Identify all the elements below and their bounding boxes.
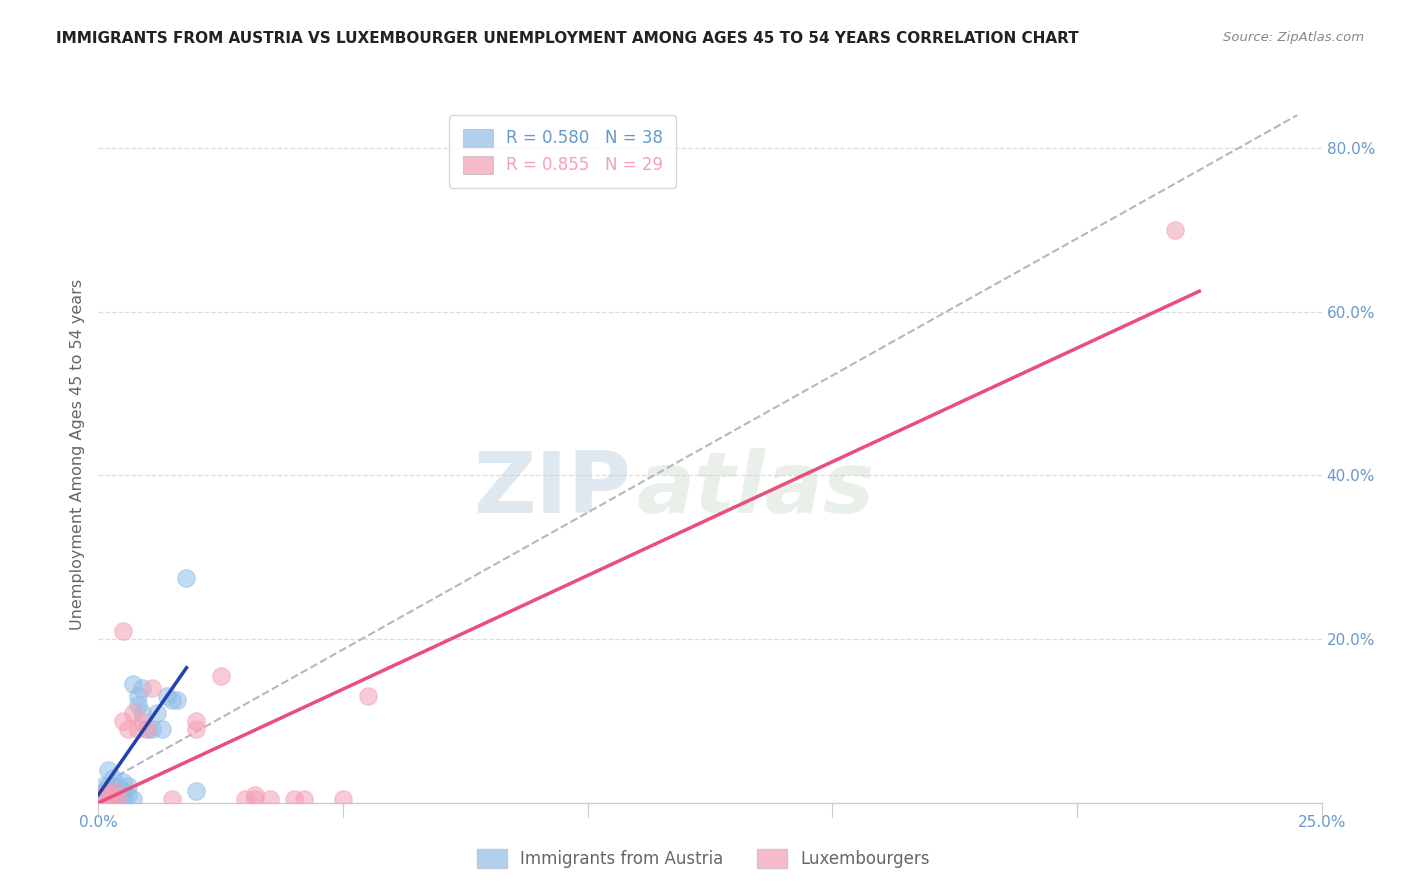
Point	[101, 788, 124, 802]
Point	[121, 677, 143, 691]
Point	[91, 791, 114, 805]
Point	[146, 706, 169, 720]
Point	[91, 788, 114, 802]
Point	[111, 624, 134, 638]
Point	[186, 714, 208, 728]
Point	[117, 722, 139, 736]
Point	[101, 783, 124, 797]
Legend: R = 0.580   N = 38, R = 0.855   N = 29: R = 0.580 N = 38, R = 0.855 N = 29	[450, 115, 676, 187]
Point	[121, 791, 143, 805]
Point	[186, 722, 208, 736]
Point	[91, 791, 114, 805]
Point	[186, 783, 208, 797]
Point	[259, 791, 281, 805]
Point	[292, 791, 315, 805]
Point	[97, 791, 120, 805]
Point	[101, 788, 124, 802]
Point	[101, 780, 124, 794]
Point	[283, 791, 305, 805]
Point	[117, 788, 139, 802]
Point	[121, 706, 143, 720]
Point	[101, 791, 124, 805]
Point	[176, 571, 198, 585]
Point	[127, 722, 149, 736]
Point	[101, 783, 124, 797]
Point	[97, 788, 120, 802]
Y-axis label: Unemployment Among Ages 45 to 54 years: Unemployment Among Ages 45 to 54 years	[69, 279, 84, 631]
Point	[209, 669, 232, 683]
Point	[1164, 223, 1187, 237]
Point	[141, 722, 163, 736]
Point	[97, 788, 120, 802]
Point	[356, 690, 378, 704]
Point	[111, 788, 134, 802]
Point	[156, 690, 179, 704]
Point	[131, 714, 153, 728]
Point	[97, 780, 120, 794]
Point	[233, 791, 256, 805]
Point	[91, 788, 114, 802]
Point	[90, 788, 112, 802]
Point	[97, 791, 120, 805]
Point	[131, 706, 153, 720]
Point	[111, 775, 134, 789]
Point	[141, 681, 163, 696]
Point	[117, 780, 139, 794]
Point	[150, 722, 173, 736]
Point	[136, 722, 159, 736]
Text: IMMIGRANTS FROM AUSTRIA VS LUXEMBOURGER UNEMPLOYMENT AMONG AGES 45 TO 54 YEARS C: IMMIGRANTS FROM AUSTRIA VS LUXEMBOURGER …	[56, 31, 1078, 46]
Text: Source: ZipAtlas.com: Source: ZipAtlas.com	[1223, 31, 1364, 45]
Point	[332, 791, 354, 805]
Point	[136, 722, 159, 736]
Legend: Immigrants from Austria, Luxembourgers: Immigrants from Austria, Luxembourgers	[470, 843, 936, 875]
Point	[107, 791, 129, 805]
Point	[243, 791, 266, 805]
Point	[107, 788, 129, 802]
Point	[91, 780, 114, 794]
Point	[111, 783, 134, 797]
Point	[90, 791, 112, 805]
Text: ZIP: ZIP	[472, 448, 630, 532]
Point	[160, 693, 183, 707]
Point	[111, 714, 134, 728]
Point	[160, 791, 183, 805]
Point	[131, 681, 153, 696]
Point	[107, 780, 129, 794]
Point	[127, 698, 149, 712]
Point	[107, 791, 129, 805]
Point	[127, 690, 149, 704]
Point	[94, 788, 117, 802]
Point	[111, 791, 134, 805]
Point	[101, 771, 124, 785]
Text: atlas: atlas	[637, 448, 875, 532]
Point	[166, 693, 188, 707]
Point	[243, 788, 266, 802]
Point	[97, 763, 120, 777]
